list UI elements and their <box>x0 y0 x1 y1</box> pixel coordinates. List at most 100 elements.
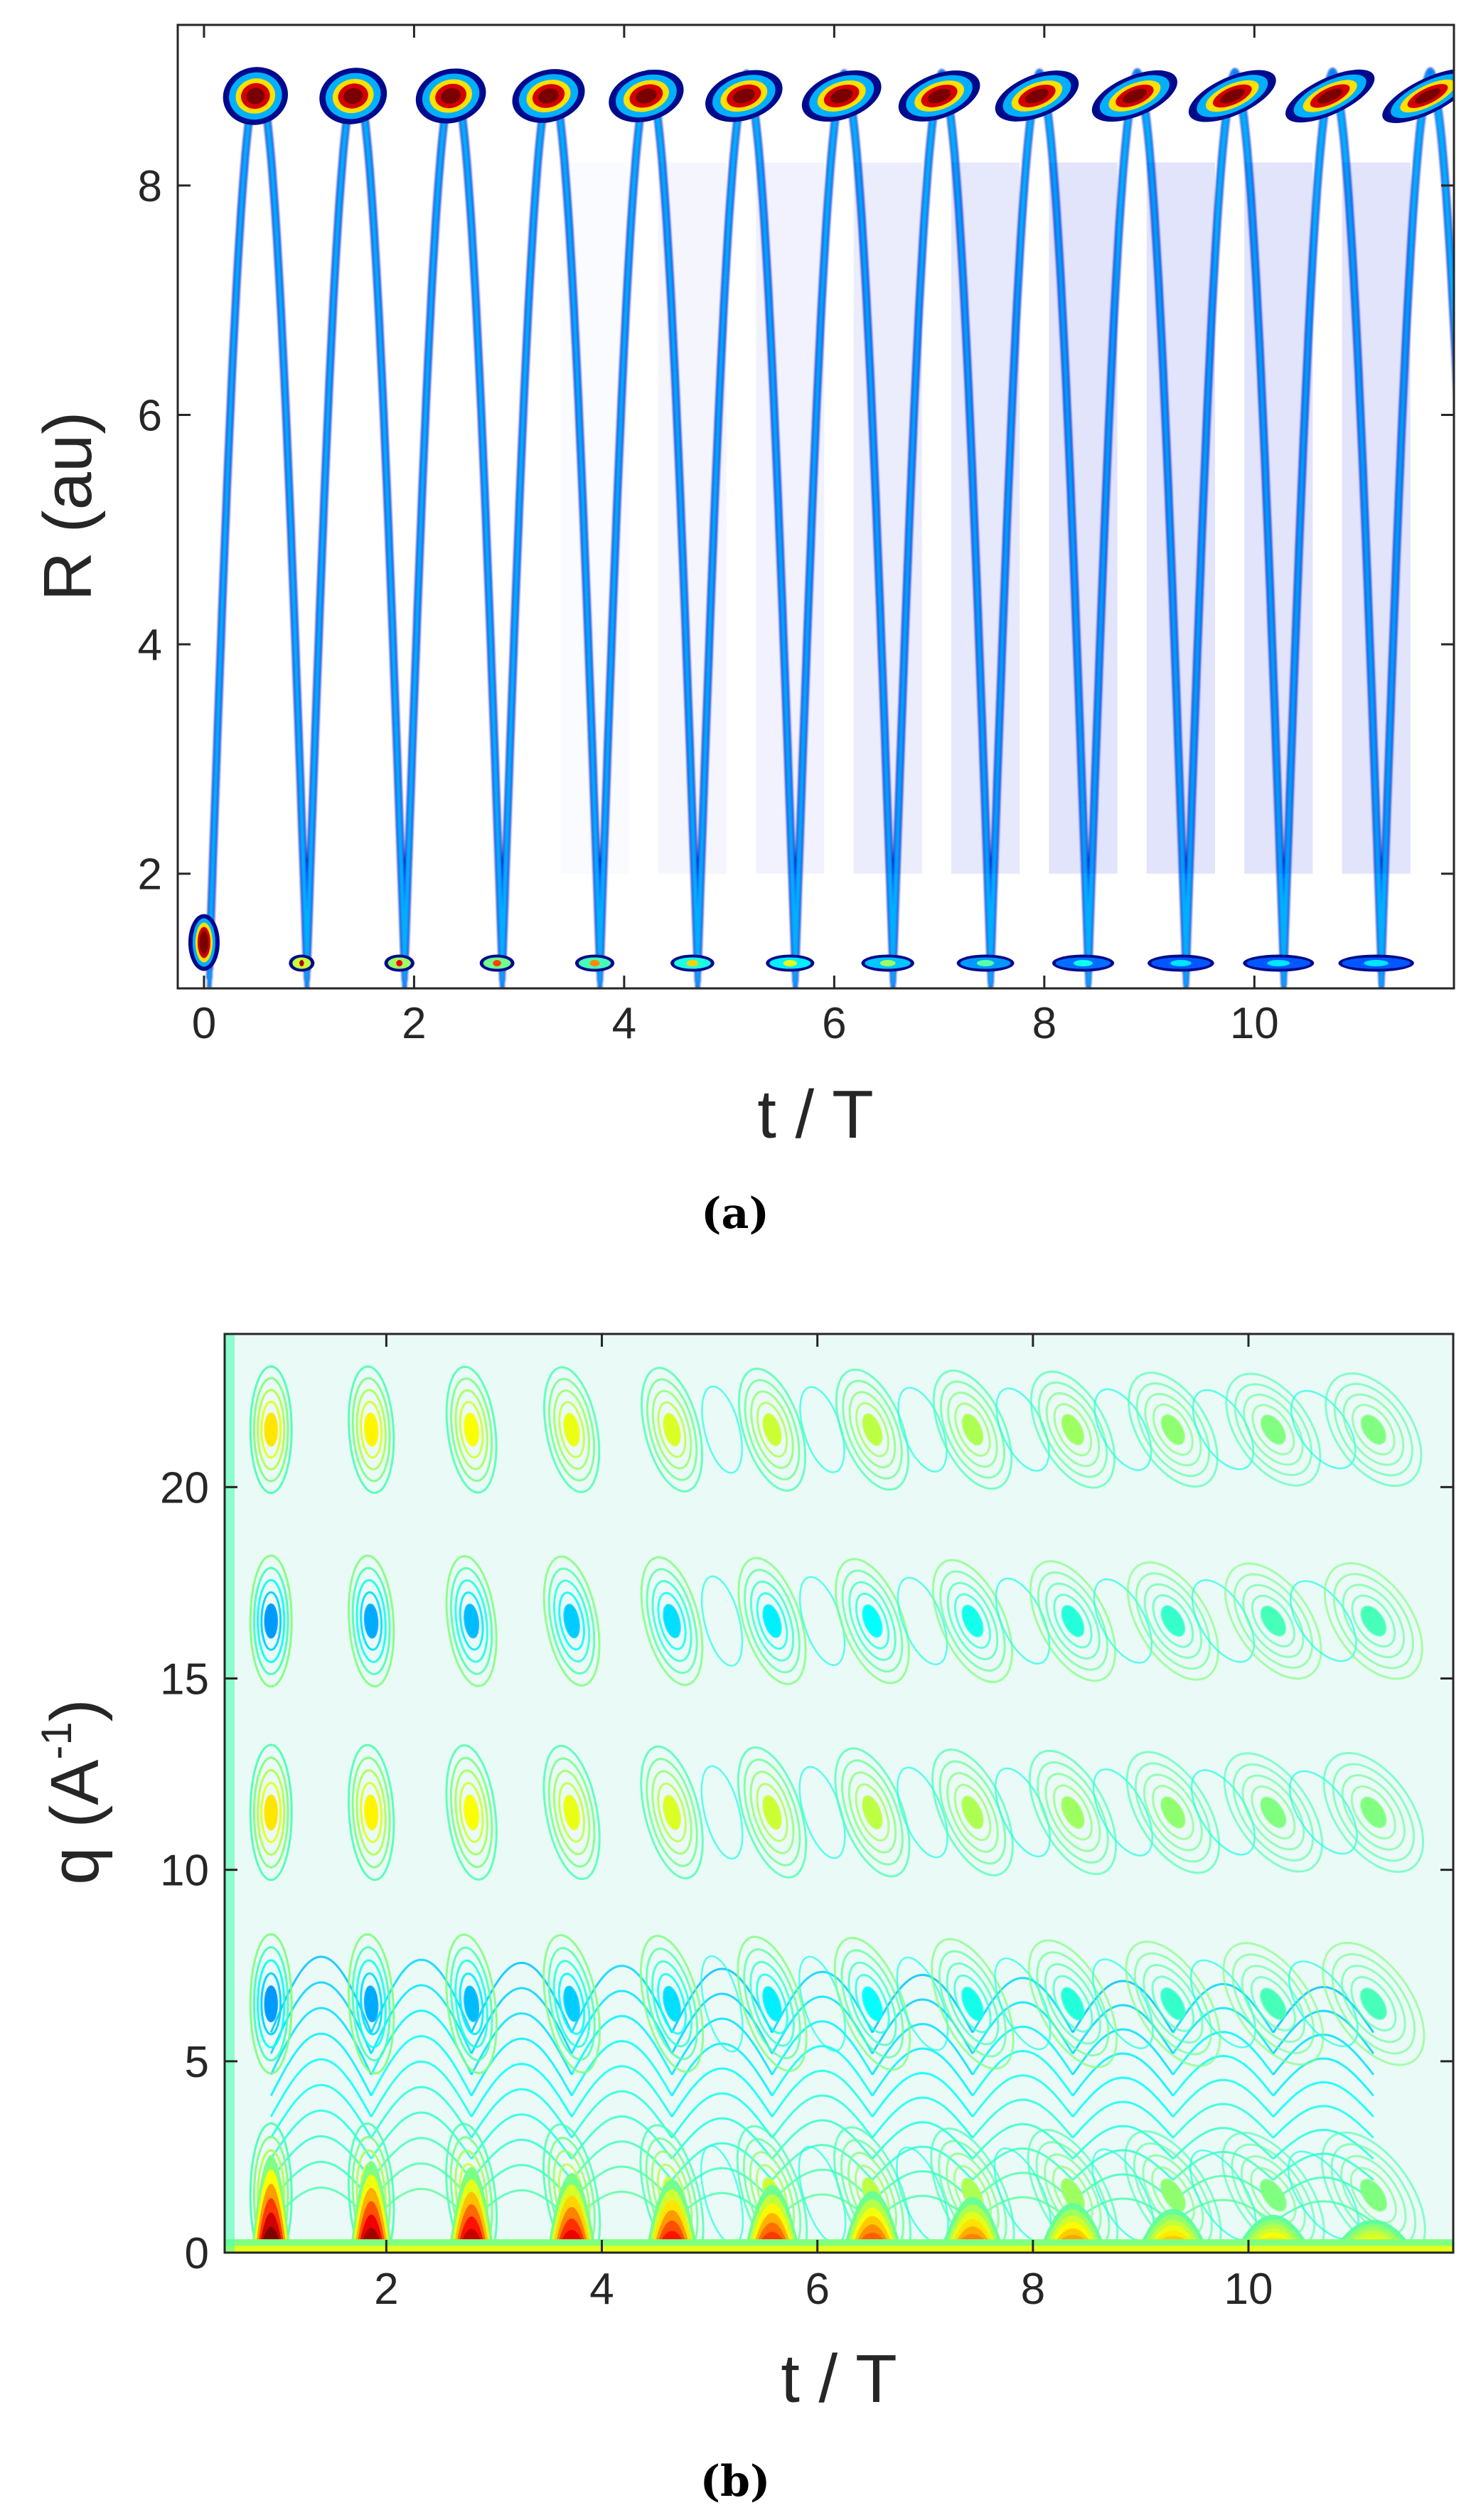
panel-b-contour-line <box>370 2111 473 2159</box>
panel-b-x-axis-label: t / T <box>781 2341 897 2417</box>
panel-a-inner-turning-point <box>686 960 699 967</box>
panel-b-x-tick-label: 6 <box>805 2265 829 2314</box>
panel-a-outer-turning-point <box>343 87 363 105</box>
panel-b-fringe-contour <box>1251 1785 1296 1840</box>
panel-a-inner-turning-point <box>1267 960 1290 967</box>
panel-b-fringe-contour <box>1029 1370 1116 1489</box>
panel-b-fringe-contour <box>749 1580 795 1662</box>
panel-b-fringe-contour <box>897 1766 948 1859</box>
panel-a-y-tick-label: 8 <box>138 162 162 211</box>
panel-b-fringe-contour <box>931 1748 1014 1876</box>
panel-b-fringe-contour <box>1027 1939 1118 2068</box>
panel-a-inner-turning-point <box>589 960 600 967</box>
panel-b-fringe-contour <box>1260 1796 1287 1829</box>
panel-b-fringe-contour <box>930 2127 1015 2253</box>
panel-b-fringe-contour <box>833 1936 911 2071</box>
panel-b-fringe-contour <box>855 1783 890 1842</box>
panel-b-fringe-contour <box>1359 1987 1387 2020</box>
panel-b-fringe-contour <box>449 1946 493 2061</box>
panel-b-fringe-contour <box>360 1591 383 1651</box>
panel-b-fringe-contour <box>563 1794 580 1830</box>
panel-b-fringe-contour <box>351 1566 391 1675</box>
panel-b-fringe-contour <box>1143 1773 1203 1852</box>
panel-b-contour-line <box>670 2042 774 2097</box>
panel-b-fringe-contour <box>347 2122 395 2253</box>
panel-b-fringe-contour <box>657 1972 687 2035</box>
panel-b-fringe-contour <box>840 1949 904 2059</box>
panel-b-fringe-contour <box>1045 1582 1101 1660</box>
panel-b-fringe-contour <box>1127 1372 1219 1488</box>
panel-b-fringe-contour <box>464 1794 480 1831</box>
panel-a-inner-turning-point <box>976 960 995 967</box>
panel-b-fringe-contour <box>449 1756 493 1869</box>
panel-b-fringe-contour <box>737 1367 807 1492</box>
panel-b-fringe-contour <box>347 1744 395 1881</box>
panel-b-fringe-contour <box>542 2123 601 2253</box>
panel-b-axes-box <box>223 1333 1455 2254</box>
panel-b-fringe-contour <box>953 1974 992 2034</box>
panel-b-fringe-contour <box>931 1938 1015 2070</box>
panel-a-dispersion-band <box>560 163 628 874</box>
panel-a: 0 2 4 6 8 10 2 4 6 8 t / T R (au) (a) <box>30 23 1455 1239</box>
panel-b-fringe-contour <box>847 1961 897 2046</box>
panel-b-fringe-contour <box>1232 1763 1315 1862</box>
panel-b-fringe-contour <box>1093 1578 1153 1664</box>
panel-b-fringe-contour <box>464 1412 480 1447</box>
panel-b-fringe-contour <box>1125 1940 1221 2067</box>
panel-b-fringe-contour <box>663 1795 681 1830</box>
panel-b-fringe-contour <box>743 1948 801 2060</box>
panel-a-outer-turning-point <box>636 88 657 104</box>
panel-a-y-tick-label: 6 <box>138 391 162 440</box>
panel-b-fringe-contour <box>1350 1785 1396 1840</box>
panel-b-fringe-contour <box>450 1566 493 1675</box>
panel-b-fringe-contour <box>1152 1403 1194 1456</box>
panel-b-contour-line <box>871 2071 974 2118</box>
panel-b-contour-line <box>571 2165 673 2202</box>
panel-b-fringe-contour <box>1331 1953 1416 2055</box>
panel-b-contour-line <box>370 2187 473 2223</box>
panel-b-background-wash <box>225 1334 1453 2253</box>
panel-b-fringe-contour <box>651 1770 692 1855</box>
panel-b-fringe-contour <box>1332 1763 1416 1862</box>
panel-b-low-q-peaks <box>252 2155 1408 2241</box>
panel-b-contour-line <box>971 2098 1074 2139</box>
panel-b-contour-line <box>971 1977 1074 2034</box>
panel-b-fringe-contour <box>355 1769 387 1856</box>
panel-b-fringe-contour <box>464 1985 480 2022</box>
panel-a-outer-turning-point <box>1415 88 1441 104</box>
panel-a-outer-turning-point <box>927 88 951 104</box>
panel-b-fringe-contour <box>1133 1952 1212 2056</box>
panel-b-fringe-contour <box>947 1392 998 1468</box>
panel-a-y-tick-label: 2 <box>138 850 162 899</box>
panel-b-fringe-contour <box>1044 1773 1101 1852</box>
panel-b-fringe-contour <box>360 1972 383 2036</box>
panel-b-bottom-band <box>225 2239 1453 2253</box>
panel-b-fringe-contour <box>249 2122 293 2253</box>
panel-b-fringe-contour <box>946 1772 999 1853</box>
panel-b-x-tick-label: 2 <box>374 2265 398 2314</box>
panel-b-x-tick-label: 4 <box>589 2265 614 2314</box>
panel-b-contour-line <box>470 2113 573 2159</box>
panel-b-contour-line <box>670 2092 774 2139</box>
panel-b-contour-line <box>269 2109 373 2159</box>
panel-b-fringe-contour <box>1144 1392 1202 1467</box>
panel-a-x-ticks: 0 2 4 6 8 10 <box>192 25 1279 1048</box>
panel-b-fringe-contour <box>848 1581 897 1661</box>
panel-b-fringe-contour <box>897 1387 948 1473</box>
panel-a-outer-turning-point <box>732 88 755 104</box>
panel-b-fringe-contour <box>260 1400 282 1459</box>
panel-b-fringe-contour <box>841 1569 904 1673</box>
panel-b-fringe-contour <box>249 1933 293 2075</box>
panel-b-fringe-contour <box>260 1972 282 2036</box>
panel-b-x-tick-label: 8 <box>1021 2265 1045 2314</box>
panel-b-fringe-contour <box>264 1603 278 1639</box>
panel-b-fringe-contour <box>1143 1964 1204 2044</box>
panel-b-peak-level <box>760 2231 784 2241</box>
panel-b-fringe-contour <box>954 1402 991 1457</box>
panel-b-fringe-contour <box>1360 1605 1387 1637</box>
panel-b-fringe-contour <box>1224 1562 1322 1680</box>
panel-a-y-ticks: 2 4 6 8 <box>138 162 1454 899</box>
panel-b-fringe-contour <box>1322 1941 1425 2066</box>
panel-b-fringe-contour <box>355 1959 387 2049</box>
panel-b-fringe-contour <box>449 2136 493 2253</box>
